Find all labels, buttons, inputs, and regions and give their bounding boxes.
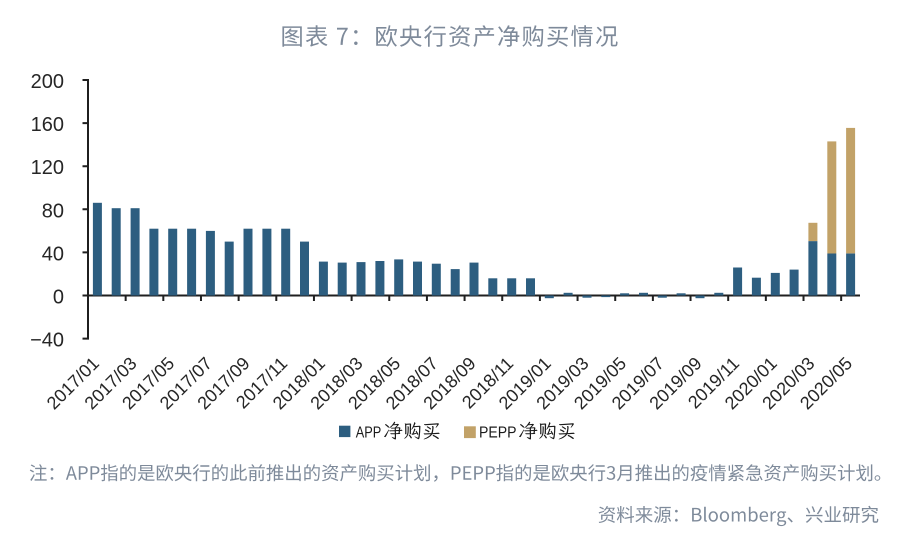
svg-text:−40: −40 [30, 330, 64, 352]
svg-text:80: 80 [42, 200, 64, 222]
svg-text:APP: APP [356, 424, 382, 441]
svg-text:40: 40 [42, 243, 64, 265]
svg-text:PEPP: PEPP [479, 424, 517, 441]
svg-text:0: 0 [53, 287, 64, 309]
svg-text:160: 160 [31, 114, 64, 136]
svg-text:200: 200 [31, 71, 64, 93]
svg-text:120: 120 [31, 157, 64, 179]
